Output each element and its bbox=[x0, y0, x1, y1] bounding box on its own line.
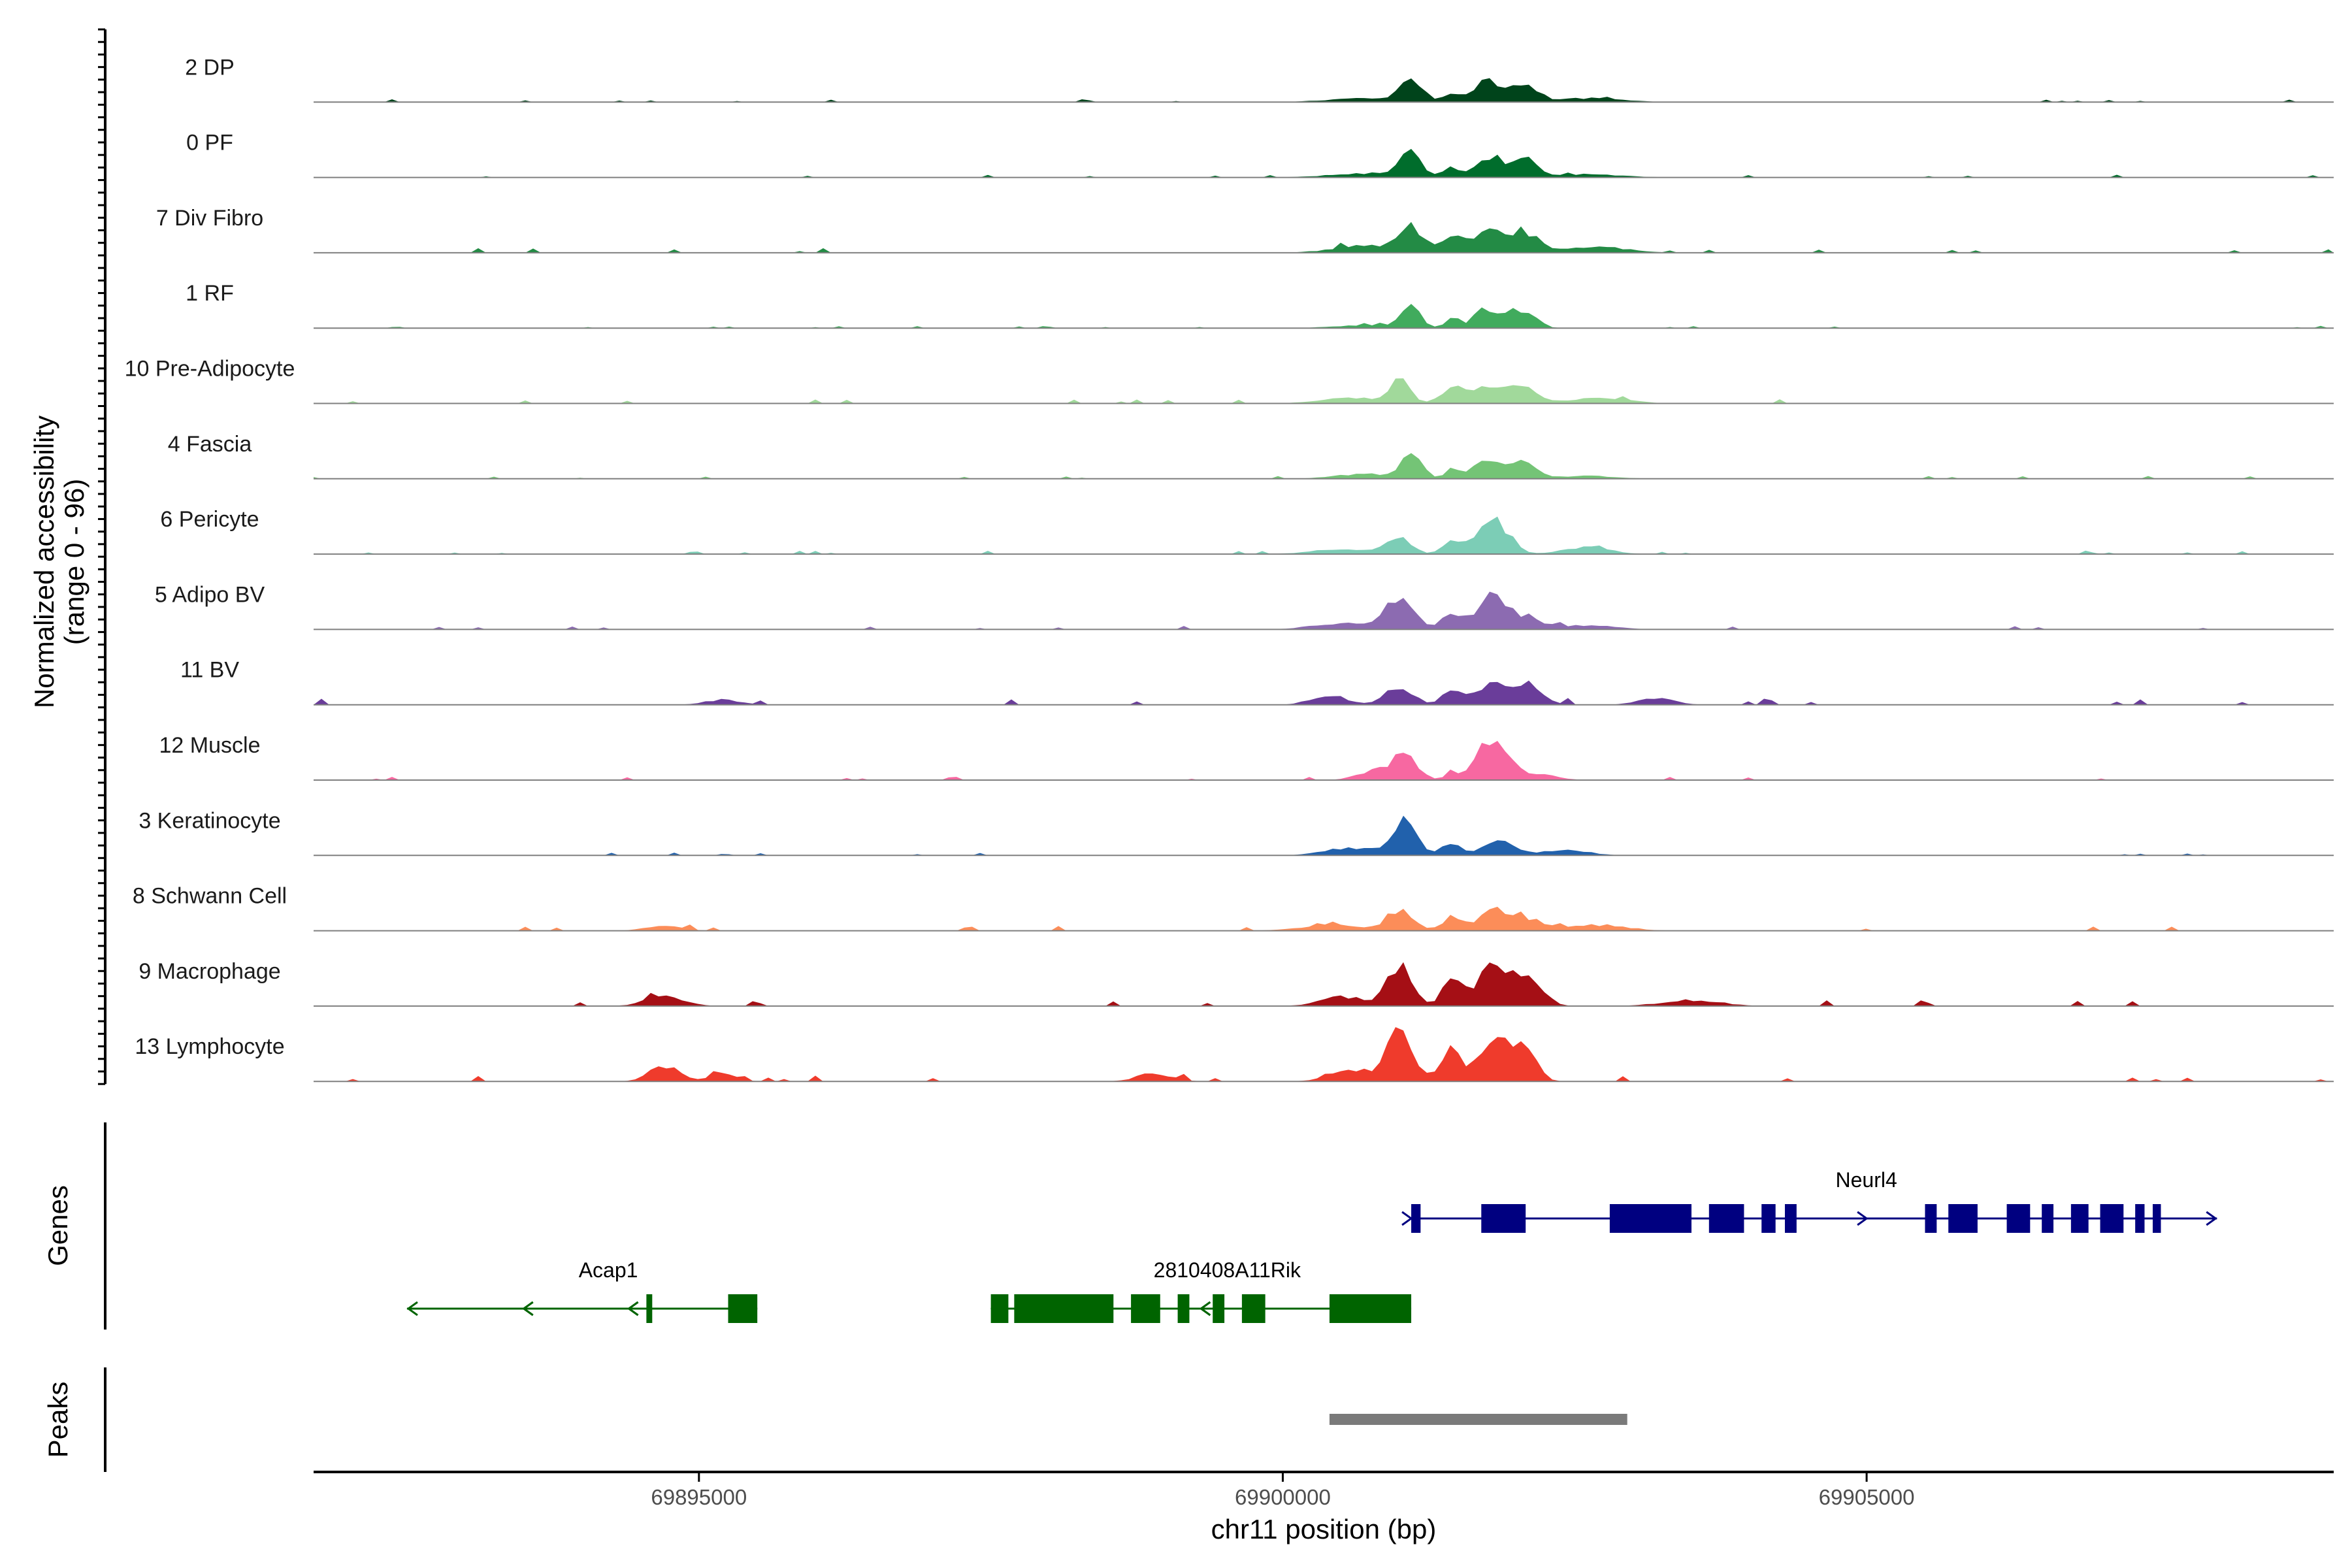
track-10-pre-adipocyte: 10 Pre-Adipocyte bbox=[125, 357, 2334, 404]
exon bbox=[2070, 1204, 2089, 1233]
gene-label: Acap1 bbox=[579, 1258, 638, 1282]
strand-arrow bbox=[2206, 1211, 2217, 1226]
exon bbox=[1177, 1294, 1190, 1323]
coverage-area bbox=[314, 516, 2334, 555]
track-1-rf: 1 RF bbox=[186, 281, 2334, 329]
exon bbox=[1784, 1204, 1797, 1233]
strand-arrow bbox=[522, 1301, 534, 1316]
coverage-area bbox=[314, 221, 2334, 253]
track-8-schwann-cell: 8 Schwann Cell bbox=[133, 884, 2334, 932]
exon bbox=[1411, 1204, 1421, 1233]
gene-label: Neurl4 bbox=[1836, 1168, 1897, 1192]
x-tick-label: 69895000 bbox=[651, 1485, 747, 1509]
exon bbox=[990, 1294, 1009, 1323]
x-tick-label: 69900000 bbox=[1235, 1485, 1331, 1509]
coverage-area bbox=[314, 815, 2334, 856]
x-tick-label: 69905000 bbox=[1819, 1485, 1915, 1509]
track-label: 1 RF bbox=[186, 281, 234, 306]
coverage-area bbox=[314, 962, 2334, 1006]
track-13-lymphocyte: 13 Lymphocyte bbox=[135, 1027, 2334, 1083]
track-12-muscle: 12 Muscle bbox=[159, 733, 2334, 781]
exon bbox=[1925, 1204, 1937, 1233]
genes-track: Neurl4 Acap1 2810408A11Rik bbox=[406, 1168, 2217, 1323]
exon bbox=[1481, 1204, 1526, 1233]
exon bbox=[646, 1294, 653, 1323]
strand-arrow bbox=[406, 1301, 418, 1316]
track-label: 4 Fascia bbox=[168, 432, 252, 457]
x-axis-ticks: 69895000 69900000 69905000 bbox=[651, 1472, 1915, 1509]
exon bbox=[2135, 1204, 2145, 1233]
x-axis-title: chr11 position (bp) bbox=[1211, 1514, 1437, 1544]
exon bbox=[1241, 1294, 1266, 1323]
coverage-area bbox=[314, 148, 2334, 178]
track-9-macrophage: 9 Macrophage bbox=[139, 959, 2334, 1007]
track-4-fascia: 4 Fascia bbox=[168, 432, 2334, 480]
exon bbox=[2042, 1204, 2054, 1233]
exon bbox=[1708, 1204, 1744, 1233]
gene-label: 2810408A11Rik bbox=[1154, 1258, 1301, 1282]
coverage-area bbox=[314, 304, 2334, 329]
track-label: 7 Div Fibro bbox=[156, 206, 263, 231]
exon bbox=[1609, 1204, 1691, 1233]
exon bbox=[1213, 1294, 1225, 1323]
y-axis-range: (range 0 - 96) bbox=[59, 479, 90, 645]
exon bbox=[2152, 1204, 2161, 1233]
genes-panel-title: Genes bbox=[42, 1185, 73, 1266]
track-7-div-fibro: 7 Div Fibro bbox=[156, 206, 2334, 253]
track-label: 13 Lymphocyte bbox=[135, 1034, 284, 1059]
exon bbox=[1131, 1294, 1160, 1323]
exon bbox=[2006, 1204, 2031, 1233]
coverage-tracks: 2 DP 0 PF 7 Div Fibro 1 RF 10 Pre-Adipocyte 4… bbox=[125, 55, 2334, 1083]
coverage-area bbox=[314, 741, 2334, 780]
track-label: 6 Pericyte bbox=[160, 507, 259, 532]
coverage-area bbox=[314, 591, 2334, 630]
gene-neurl4: Neurl4 bbox=[1401, 1168, 2217, 1233]
track-label: 9 Macrophage bbox=[139, 959, 280, 984]
track-label: 2 DP bbox=[185, 55, 235, 80]
exon bbox=[2100, 1204, 2124, 1233]
coverage-area bbox=[314, 906, 2334, 931]
peaks-panel-title: Peaks bbox=[42, 1382, 73, 1458]
strand-arrow bbox=[1857, 1211, 1869, 1226]
coverage-area bbox=[314, 378, 2334, 404]
exon bbox=[1761, 1204, 1776, 1233]
y-axis-title: Normalized accessibility bbox=[29, 416, 59, 708]
track-label: 10 Pre-Adipocyte bbox=[125, 357, 295, 382]
track-label: 5 Adipo BV bbox=[155, 582, 265, 607]
exon bbox=[1329, 1294, 1412, 1323]
coverage-area bbox=[314, 1027, 2334, 1082]
strand-arrow bbox=[627, 1301, 639, 1316]
coverage-area bbox=[314, 78, 2334, 103]
track-5-adipo-bv: 5 Adipo BV bbox=[155, 582, 2334, 630]
peaks-track bbox=[1329, 1414, 1627, 1425]
y-axis bbox=[98, 28, 106, 1085]
coverage-area bbox=[314, 453, 2334, 479]
strand-arrow bbox=[1199, 1301, 1211, 1316]
track-label: 3 Keratinocyte bbox=[139, 808, 280, 833]
track-2-dp: 2 DP bbox=[185, 55, 2334, 103]
coverage-area bbox=[314, 680, 2334, 705]
exon bbox=[1014, 1294, 1114, 1323]
strand-arrow bbox=[1401, 1211, 1413, 1226]
track-0-pf: 0 PF bbox=[186, 131, 2334, 178]
track-3-keratinocyte: 3 Keratinocyte bbox=[139, 808, 2334, 857]
gene-acap1: Acap1 bbox=[406, 1258, 1211, 1323]
track-label: 0 PF bbox=[186, 131, 233, 155]
track-6-pericyte: 6 Pericyte bbox=[160, 507, 2334, 555]
track-11-bv: 11 BV bbox=[180, 658, 2334, 706]
gene-2810408a11rik: 2810408A11Rik bbox=[522, 1258, 1412, 1323]
track-label: 12 Muscle bbox=[159, 733, 261, 758]
exon bbox=[1948, 1204, 1978, 1233]
peak-region bbox=[1329, 1414, 1627, 1425]
track-label: 8 Schwann Cell bbox=[133, 884, 287, 909]
track-label: 11 BV bbox=[180, 658, 239, 683]
exon bbox=[728, 1294, 758, 1323]
